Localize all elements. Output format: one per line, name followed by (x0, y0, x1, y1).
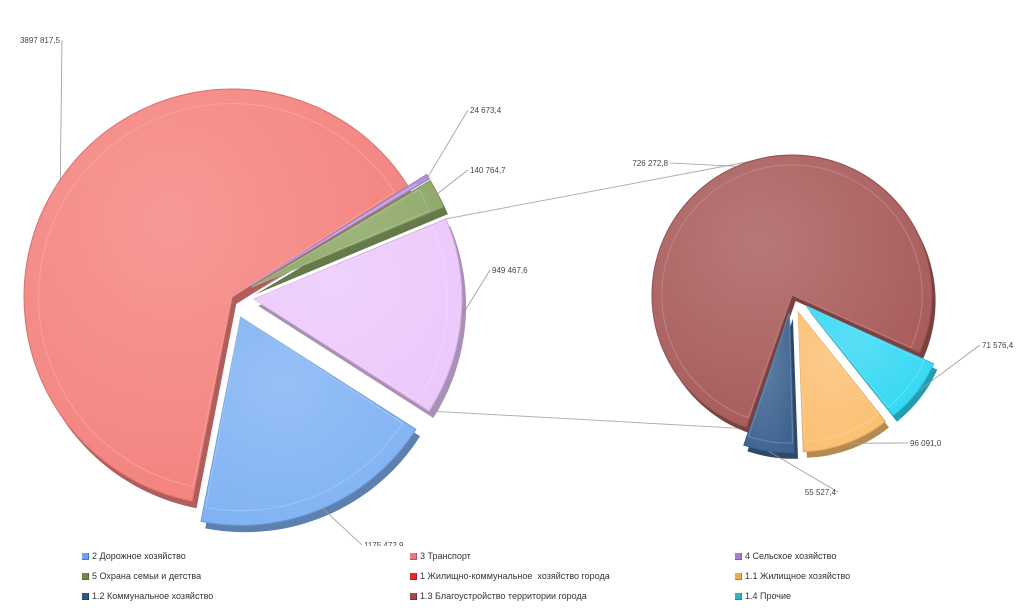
legend-item: 1 Жилищно-коммунальное хозяйство города (410, 569, 610, 583)
data-label-other-expenses: 71 576,4 (982, 341, 1014, 350)
main-slice-2-дорожное-хозяйство (200, 316, 417, 526)
legend-item: 1.1 Жилищное хозяйство (735, 569, 850, 583)
legend-label: 1.2 Коммунальное хозяйство (92, 591, 214, 601)
data-label-agriculture-leader-line (427, 109, 469, 177)
legend-swatch (735, 592, 742, 600)
main-slice-bevel-2 (251, 188, 431, 288)
legend-swatch (410, 552, 417, 560)
connector-line-top (445, 157, 769, 220)
legend-item: 1.4 Прочие (735, 589, 791, 603)
data-label-other: 949 467,6 (492, 266, 528, 275)
data-label-transport-leader-line (59, 39, 63, 180)
legend-item: 3 Транспорт (410, 549, 471, 563)
legend-swatch (82, 572, 89, 580)
main-slice-other-1-жилищно-коммунальное-хозяйство-города (252, 218, 463, 412)
data-label-territory-leader-line (669, 162, 737, 167)
secondary-slice-bevel-3 (747, 312, 794, 444)
legend-label: 4 Сельское хозяйство (745, 551, 837, 561)
data-label-housing: 96 091,0 (910, 439, 942, 448)
legend-swatch (410, 592, 417, 600)
data-label-communal-leader-line (768, 450, 839, 493)
pie-of-pie-chart: 3897 817,5 24 673,4 140 764,7 949 467,6 1175… (20, 36, 1014, 546)
connector-line-bottom (429, 410, 771, 431)
legend-label: 1.1 Жилищное хозяйство (745, 571, 851, 581)
main-slice-5-охрана-семьи-и-детства (251, 179, 445, 288)
data-label-agriculture: 24 673,4 (470, 106, 502, 115)
data-label-communal: 55 527,4 (805, 488, 837, 497)
secondary-slice-1-3-благоустройство-территории-города (651, 154, 933, 429)
main-slice-3-транспорт (23, 88, 409, 502)
data-label-other-leader-line (460, 269, 491, 318)
legend-swatch (735, 552, 742, 560)
data-label-roads-leader-line (322, 508, 363, 546)
secondary-pie (651, 154, 938, 459)
legend-item: 2 Дорожное хозяйство (82, 549, 186, 563)
data-labels: 3897 817,5 24 673,4 140 764,7 949 467,6 1175… (20, 36, 1014, 546)
legend-label: 1.3 Благоустройство территории города (420, 591, 587, 601)
legend-item: 5 Охрана семьи и детства (82, 569, 201, 583)
connector-lines (429, 157, 771, 431)
legend-swatch (82, 592, 89, 600)
legend-item: 1.2 Коммунальное хозяйство (82, 589, 213, 603)
legend-label: 5 Охрана семьи и детства (92, 571, 202, 581)
main-slice-bevel-0 (37, 102, 396, 488)
data-label-territory: 726 272,8 (632, 159, 668, 168)
main-slice-bevel-1 (250, 183, 417, 287)
legend-item: 4 Сельское хозяйство (735, 549, 836, 563)
secondary-slice-1-4-прочие (805, 305, 935, 417)
data-label-other-expenses-leader-line (916, 344, 981, 393)
data-label-family: 140 764,7 (470, 166, 506, 175)
legend-swatch (735, 572, 742, 580)
legend-label: 3 Транспорт (420, 551, 471, 561)
secondary-slice-bevel-2 (797, 310, 880, 443)
main-pie (23, 88, 467, 533)
legend-label: 1.4 Прочие (745, 591, 792, 601)
data-label-family-leader-line (437, 169, 469, 194)
legend-swatch (410, 572, 417, 580)
legend-swatch (82, 552, 89, 560)
data-label-roads: 1175 472,9 (364, 541, 404, 546)
legend-label: 1 Жилищно-коммунальное хозяйство города (420, 571, 610, 581)
data-label-transport: 3897 817,5 (20, 36, 61, 45)
legend: 2 Дорожное хозяйство 3 Транспорт 4 Сельско… (0, 546, 1024, 608)
secondary-slice-bevel-0 (661, 164, 923, 419)
main-slice-bevel-4 (205, 316, 404, 512)
legend-item: 1.3 Благоустройство территории города (410, 589, 587, 603)
legend-label: 2 Дорожное хозяйство (92, 551, 186, 561)
secondary-slice-bevel-1 (805, 305, 925, 408)
main-slice-bevel-3 (252, 225, 448, 403)
